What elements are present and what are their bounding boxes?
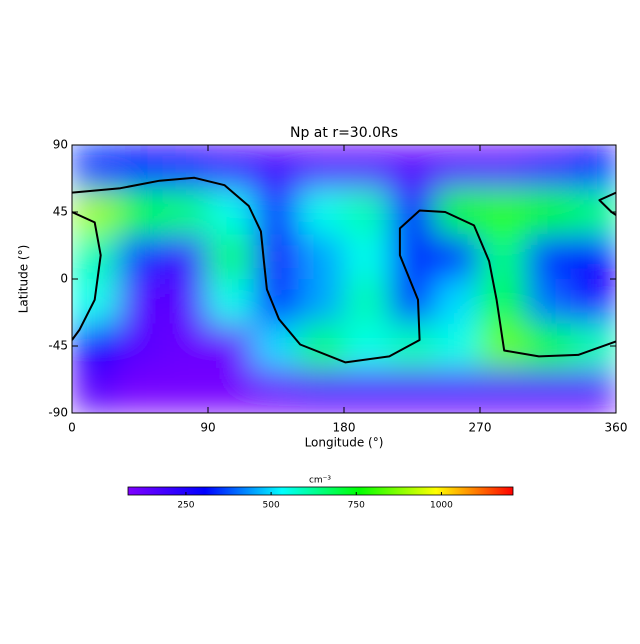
heatmap-cell xyxy=(117,145,164,191)
heatmap-cell xyxy=(162,145,209,191)
heatmap-cell xyxy=(570,279,616,325)
heatmap-cell xyxy=(570,145,616,191)
heatmap-cell xyxy=(344,368,390,413)
heatmap-cell xyxy=(208,279,254,325)
colorbar-tick-label: 250 xyxy=(177,501,194,511)
y-tick-label: -45 xyxy=(48,339,68,353)
heatmap-cell xyxy=(298,189,345,235)
heatmap-cell xyxy=(72,234,118,280)
heatmap-cell xyxy=(389,234,436,280)
heatmap-cell xyxy=(253,323,300,369)
chart-title: Np at r=30.0Rs xyxy=(290,125,398,141)
colorbar-label: cm⁻³ xyxy=(309,476,331,486)
heatmap-cell xyxy=(72,145,118,191)
heatmap-cell xyxy=(570,368,616,413)
heatmap-cell xyxy=(434,145,481,191)
colorbar-tick-label: 1000 xyxy=(430,501,453,511)
heatmap-cell xyxy=(525,323,572,369)
heatmap-cell xyxy=(117,189,164,235)
heatmap-cell xyxy=(434,234,481,280)
heatmap-cell xyxy=(253,189,300,235)
heatmap-cell xyxy=(208,368,254,413)
y-tick-label: -90 xyxy=(48,406,68,420)
x-axis-label: Longitude (°) xyxy=(305,436,384,450)
heatmap-cell xyxy=(253,145,300,191)
heatmap-cell xyxy=(298,368,345,413)
x-tick-label: 180 xyxy=(333,421,356,435)
heatmap-cell xyxy=(525,145,572,191)
plot-area xyxy=(72,145,616,413)
x-tick-label: 360 xyxy=(605,421,628,435)
y-axis-label: Latitude (°) xyxy=(17,245,31,314)
heatmap-cell xyxy=(208,189,254,235)
heatmap-cell xyxy=(525,279,572,325)
heatmap-cell xyxy=(253,234,300,280)
x-tick-label: 90 xyxy=(200,421,215,435)
heatmap-cell xyxy=(117,279,164,325)
heatmap-cell xyxy=(344,234,390,280)
heatmap-cell xyxy=(389,323,436,369)
heatmap-cell xyxy=(480,145,526,191)
colorbar-tick-label: 500 xyxy=(263,501,280,511)
heatmap-cell xyxy=(162,368,209,413)
heatmap-cell xyxy=(389,368,436,413)
heatmap-cell xyxy=(72,368,118,413)
heatmap-cell xyxy=(117,234,164,280)
heatmap-cell xyxy=(570,323,616,369)
heatmap-cell xyxy=(162,279,209,325)
heatmap-cell xyxy=(298,145,345,191)
heatmap-cell xyxy=(570,189,616,235)
colorbar-tick-label: 750 xyxy=(348,501,365,511)
heatmap-cell xyxy=(344,189,390,235)
heatmap-cell xyxy=(525,189,572,235)
heatmap xyxy=(72,145,616,413)
heatmap-cell xyxy=(525,234,572,280)
heatmap-cell xyxy=(434,279,481,325)
contour-line xyxy=(72,176,616,364)
heatmap-cell xyxy=(298,234,345,280)
heatmap-cell xyxy=(208,234,254,280)
heatmap-cell xyxy=(389,145,436,191)
heatmap-cell xyxy=(389,189,436,235)
colorbar xyxy=(127,486,514,496)
heatmap-cell xyxy=(162,189,209,235)
heatmap-cell xyxy=(253,368,300,413)
heatmap-cell xyxy=(344,145,390,191)
heatmap-cell xyxy=(434,323,481,369)
y-tick-label: 0 xyxy=(60,272,68,286)
x-tick-label: 0 xyxy=(68,421,76,435)
heatmap-cell xyxy=(434,368,481,413)
heatmap-cell xyxy=(117,368,164,413)
heatmap-cell xyxy=(480,189,526,235)
heatmap-cell xyxy=(344,279,390,325)
heatmap-cell xyxy=(117,323,164,369)
heatmap-cell xyxy=(480,279,526,325)
heatmap-cell xyxy=(253,279,300,325)
heatmap-cell xyxy=(162,234,209,280)
heatmap-cell xyxy=(298,279,345,325)
x-tick-label: 270 xyxy=(469,421,492,435)
y-tick-label: 90 xyxy=(53,138,68,152)
heatmap-cell xyxy=(162,323,209,369)
heatmap-cell xyxy=(208,323,254,369)
y-tick-label: 45 xyxy=(53,205,68,219)
heatmap-cell xyxy=(480,368,526,413)
heatmap-cell xyxy=(570,234,616,280)
heatmap-cell xyxy=(525,368,572,413)
